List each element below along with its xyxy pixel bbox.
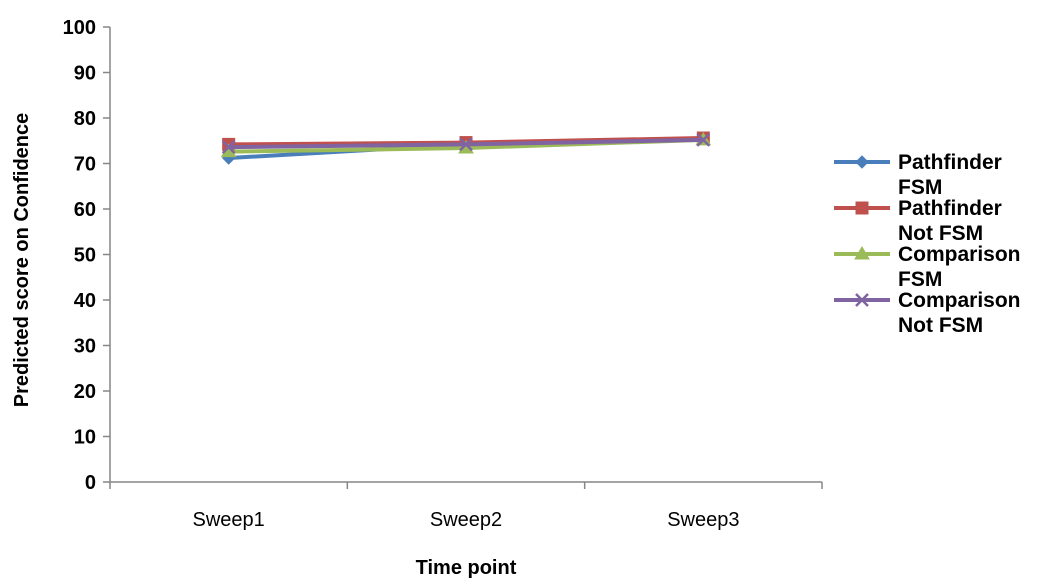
legend-entry: Comparison FSM [834,243,1021,291]
legend-label: Pathfinder FSM [898,151,1002,199]
y-tick-label: 10 [74,427,96,449]
x-axis: Sweep1 Sweep2 Sweep3 [109,481,823,531]
y-tick-label: 90 [74,63,96,85]
plot-series [220,131,712,165]
legend-marker [855,155,869,169]
data-point [696,132,711,147]
x-tick-label: Sweep2 [430,509,502,531]
legend-label: Pathfinder Not FSM [898,197,1002,245]
x-tick-label: Sweep3 [667,509,739,531]
y-tick-label: 100 [63,17,96,39]
legend-label: Comparison Not FSM [898,289,1021,337]
y-tick-label: 80 [74,108,96,130]
y-tick-label: 70 [74,154,96,176]
y-tick-label: 20 [74,381,96,403]
legend-marker [855,293,869,307]
y-tick-label: 30 [74,336,96,358]
y-axis-title: Predicted score on Confidence [11,113,33,408]
legend-entry: Pathfinder Not FSM [834,197,1002,245]
y-tick-label: 50 [74,245,96,267]
legend-marker [855,201,869,215]
y-axis: 0 10 20 30 40 50 60 70 80 90 100 [63,17,111,494]
data-point [221,140,236,155]
legend-marker [854,246,870,260]
x-tick-label: Sweep1 [193,509,265,531]
series-3 [221,132,711,155]
y-tick-label: 60 [74,199,96,221]
y-tick-label: 40 [74,290,96,312]
legend-entry: Pathfinder FSM [834,151,1002,199]
legend-label: Comparison FSM [898,243,1021,291]
data-point [459,137,473,152]
x-axis-title: Time point [416,557,517,578]
legend-entry: Comparison Not FSM [834,289,1021,337]
y-tick-label: 0 [85,472,96,494]
